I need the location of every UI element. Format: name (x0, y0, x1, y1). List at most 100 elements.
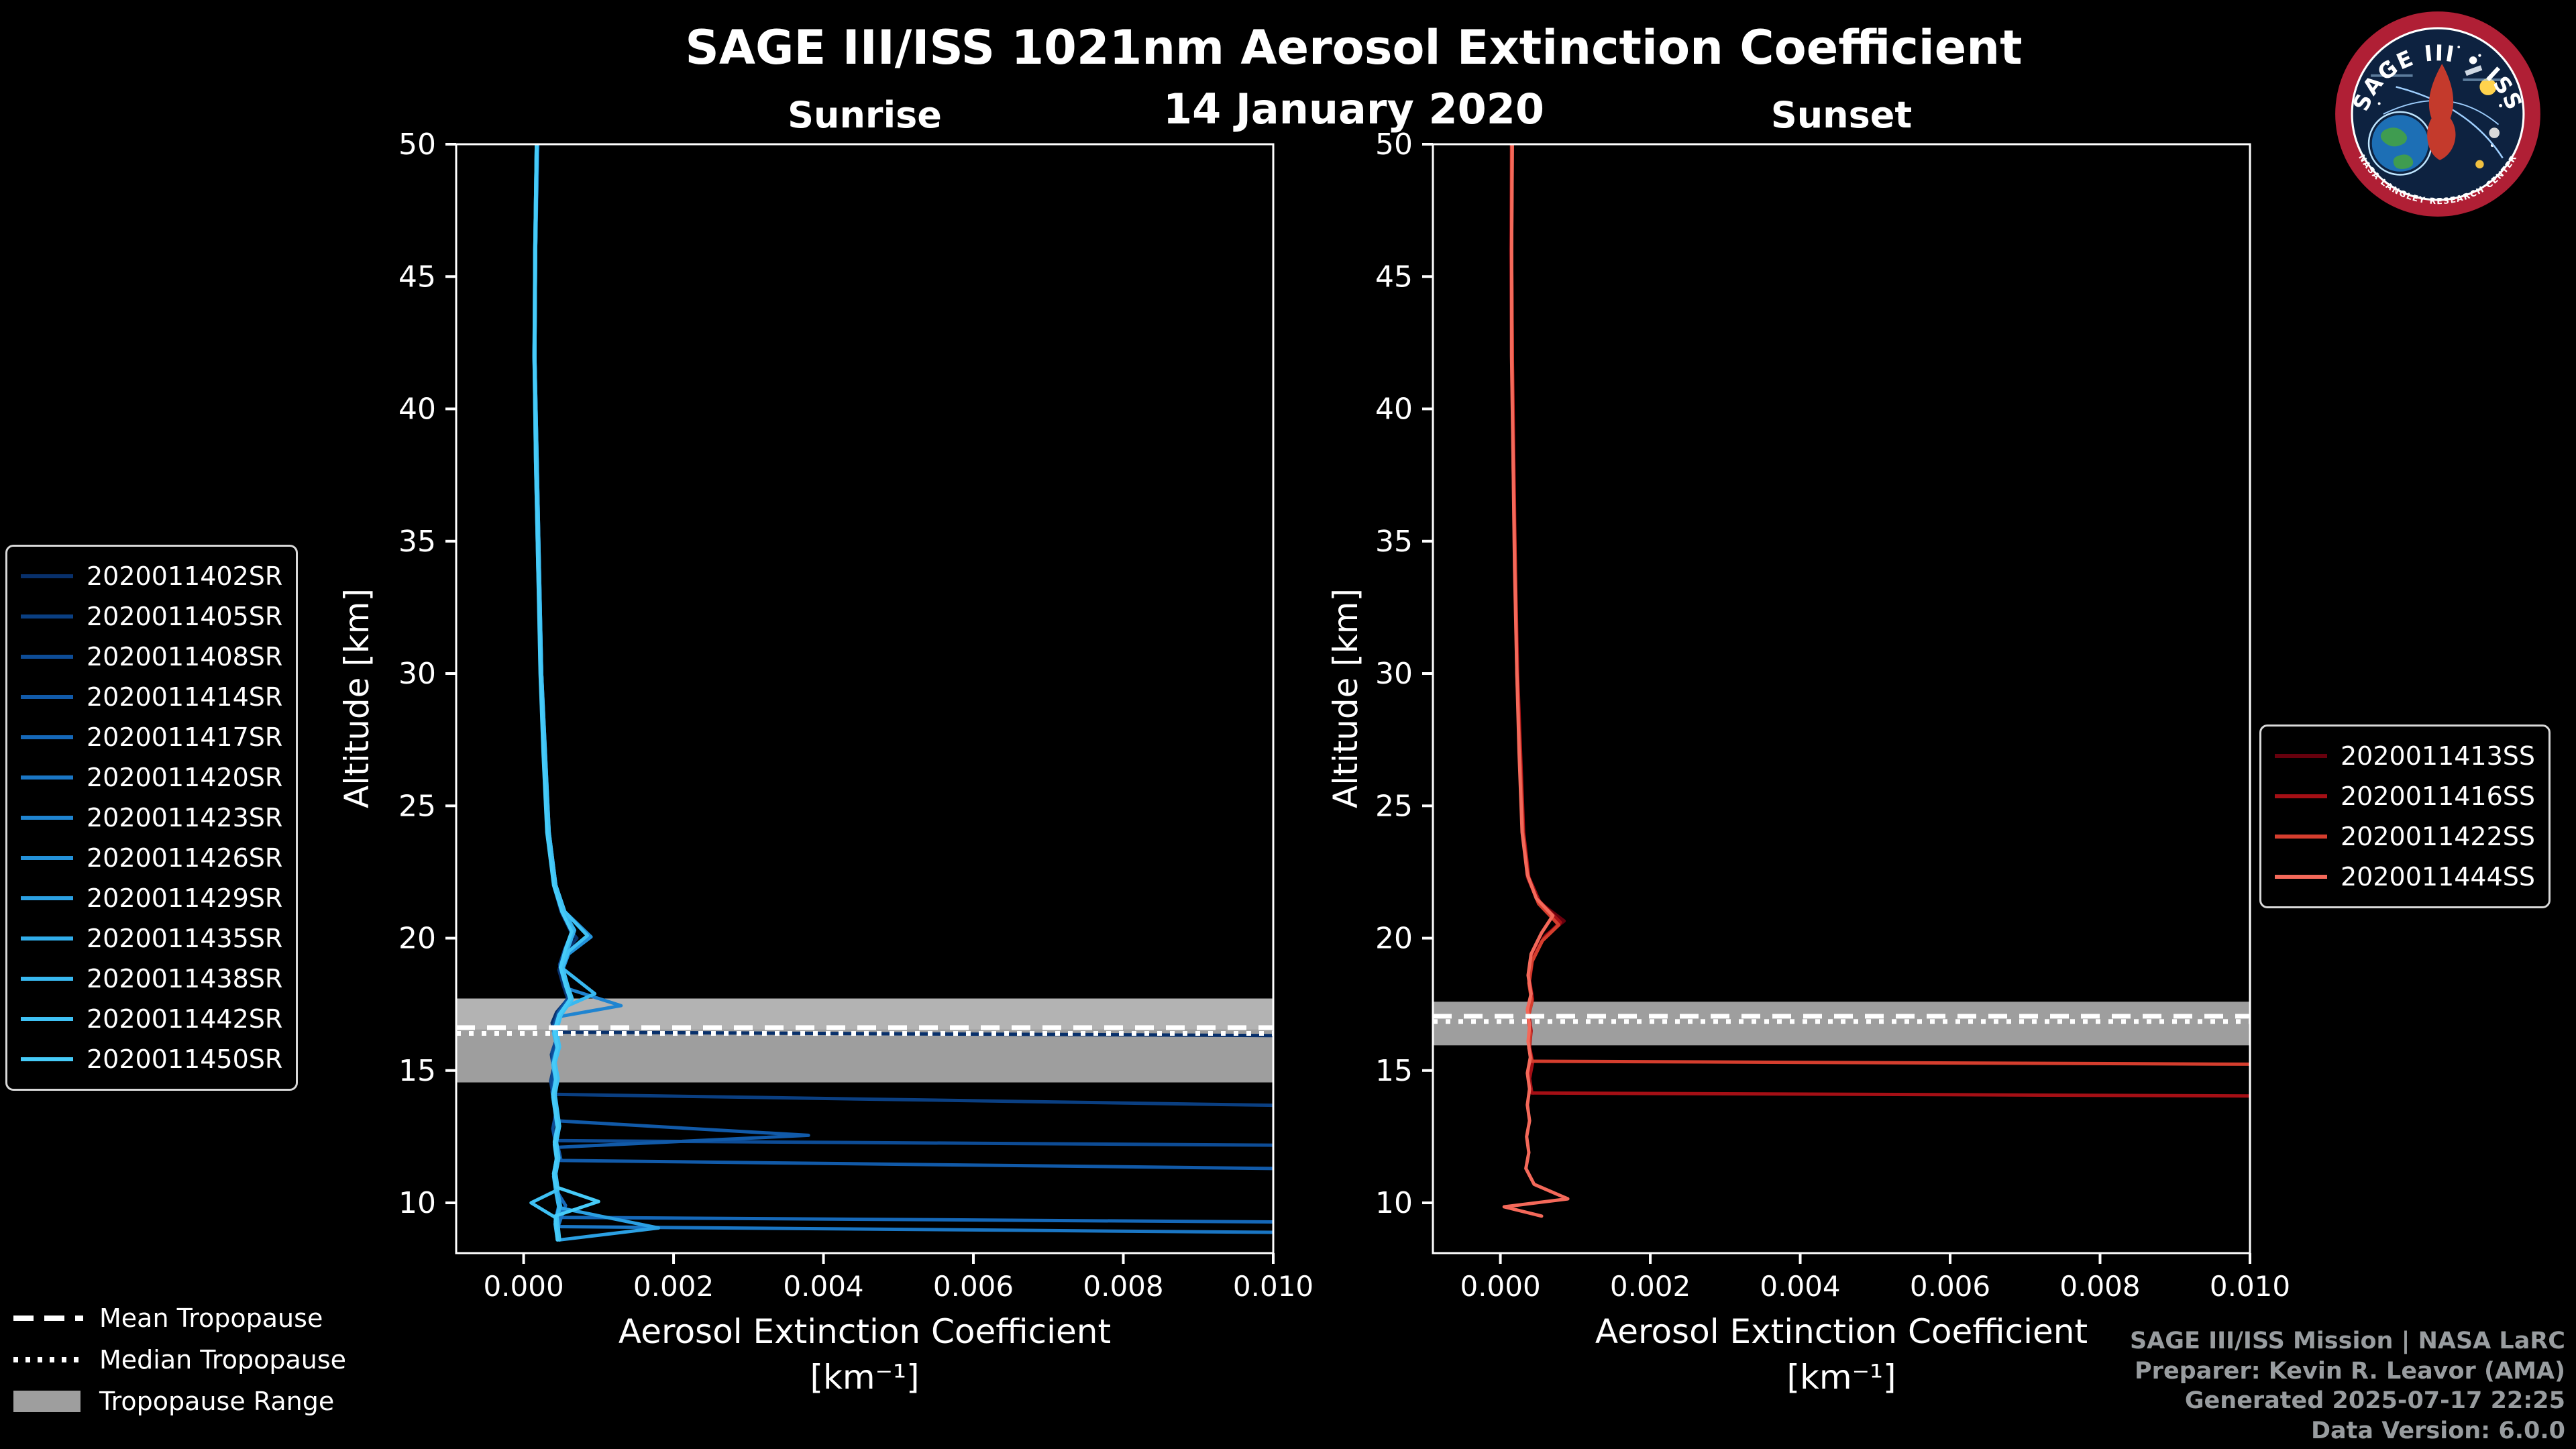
legend-item-label: 2020011420SR (87, 763, 283, 792)
logo-sun-icon (2479, 78, 2497, 95)
y-tick-label: 50 (1375, 127, 1413, 162)
legend-item-label: 2020011417SR (87, 722, 283, 752)
profile-line-2020011444SS (1502, 144, 1570, 1218)
sunrise-panel-title: Sunrise (788, 94, 942, 136)
legend-item-label: 2020011422SS (2341, 822, 2536, 851)
legend-line-swatch-icon (21, 856, 73, 860)
logo-orbit-line (2396, 86, 2504, 159)
median-tropopause-legend-item: Median Tropopause (13, 1339, 346, 1381)
legend-item: 2020011442SR (21, 999, 282, 1039)
y-tick-label: 35 (398, 525, 436, 559)
y-tick-label: 20 (1375, 922, 1413, 956)
legend-item: 2020011420SR (21, 757, 282, 798)
median-tropopause-label: Median Tropopause (99, 1345, 346, 1375)
x-tick-label: 0.008 (2059, 1270, 2140, 1303)
tropopause-range-band (456, 998, 1273, 1083)
sunset-xaxis-units: [km⁻¹] (1786, 1358, 1896, 1397)
sage-iii-iss-logo: SAGE III • ISS NASA LANGLEY RESEARCH CEN… (2333, 9, 2542, 219)
x-tick-label: 0.010 (1233, 1270, 1313, 1303)
y-tick-label: 10 (398, 1186, 436, 1220)
legend-item-label: 2020011435SR (87, 924, 283, 953)
sunrise-legend: 2020011402SR 2020011405SR 2020011408SR 2020… (5, 545, 299, 1091)
tropopause-range-band-dense (456, 998, 1273, 1030)
legend-line-swatch-icon (2275, 794, 2327, 798)
legend-line-swatch-icon (21, 816, 73, 820)
sunrise-xaxis-units: [km⁻¹] (810, 1358, 920, 1397)
legend-line-swatch-icon (21, 574, 73, 578)
y-tick-label: 15 (398, 1054, 436, 1088)
credit-generated: Generated 2025-07-17 22:25 (2184, 1387, 2565, 1415)
y-tick-label: 25 (1375, 789, 1413, 823)
credit-preparer: Preparer: Kevin R. Leavor (AMA) (2135, 1357, 2565, 1385)
profile-line-2020011413SS (1509, 144, 1566, 1044)
sunrise-yaxis-label: Altitude [km] (337, 588, 376, 808)
credits-block: SAGE III/ISS Mission | NASA LaRC Prepare… (2130, 1326, 2565, 1446)
legend-item-label: 2020011429SR (87, 883, 283, 913)
y-tick-label: 30 (398, 657, 436, 691)
credit-data-version: Data Version: 6.0.0 (2310, 1417, 2565, 1445)
y-tick-label: 35 (1375, 525, 1413, 559)
profile-line-2020011405SR (533, 144, 1273, 1108)
x-tick-label: 0.002 (633, 1270, 714, 1303)
tropopause-range-swatch-icon (13, 1389, 83, 1413)
legend-line-swatch-icon (2275, 875, 2327, 879)
x-tick-label: 0.006 (1910, 1270, 1990, 1303)
legend-line-swatch-icon (21, 614, 73, 619)
x-tick-label: 0.004 (783, 1270, 863, 1303)
legend-item-label: 2020011402SR (87, 561, 283, 591)
profile-line-2020011450SR (532, 144, 600, 1242)
y-tick-label: 45 (398, 260, 436, 294)
x-tick-label: 0.010 (2210, 1270, 2290, 1303)
legend-item: 2020011408SR (21, 637, 282, 677)
mean-tropopause-label: Mean Tropopause (99, 1303, 323, 1333)
y-tick-label: 15 (1375, 1054, 1413, 1088)
logo-moon-icon (2489, 127, 2500, 138)
legend-line-swatch-icon (21, 896, 73, 900)
y-tick-label: 45 (1375, 260, 1413, 294)
legend-item-label: 2020011426SR (87, 843, 283, 873)
logo-figure (2427, 64, 2456, 160)
legend-line-swatch-icon (21, 936, 73, 941)
legend-item: 2020011450SR (21, 1039, 282, 1079)
legend-line-swatch-icon (21, 655, 73, 659)
logo-badge-icon: SAGE III • ISS NASA LANGLEY RESEARCH CEN… (2335, 11, 2540, 217)
legend-line-swatch-icon (21, 735, 73, 739)
legend-line-swatch-icon (21, 775, 73, 780)
y-tick-label: 20 (398, 922, 436, 956)
sunrise-plot-area (456, 144, 1273, 1242)
profile-line-2020011416SS (1509, 144, 2250, 1098)
legend-item: 2020011417SR (21, 717, 282, 757)
legend-item-label: 2020011442SR (87, 1004, 283, 1034)
legend-item: 2020011429SR (21, 878, 282, 918)
legend-item: 2020011438SR (21, 959, 282, 999)
axes-frame (1432, 143, 2251, 1254)
sunset-yaxis-label: Altitude [km] (1326, 588, 1365, 808)
legend-item-label: 2020011423SR (87, 803, 283, 833)
profile-line-2020011402SR (532, 144, 1273, 1038)
legend-item-label: 2020011414SR (87, 682, 283, 712)
y-tick-label: 30 (1375, 657, 1413, 691)
legend-line-swatch-icon (21, 1017, 73, 1021)
x-tick-label: 0.000 (1460, 1270, 1540, 1303)
sunset-panel-title: Sunset (1770, 94, 1913, 136)
tropopause-range-legend-item: Tropopause Range (13, 1381, 346, 1422)
y-tick-label: 40 (1375, 392, 1413, 427)
legend-line-swatch-icon (21, 1057, 73, 1061)
legend-item-label: 2020011405SR (87, 602, 283, 631)
y-tick-label: 50 (398, 127, 436, 162)
legend-item: 2020011413SS (2275, 736, 2535, 776)
axes-frame (455, 143, 1275, 1254)
legend-item: 2020011423SR (21, 798, 282, 838)
credit-mission: SAGE III/ISS Mission | NASA LaRC (2129, 1327, 2565, 1354)
legend-line-swatch-icon (2275, 835, 2327, 839)
legend-item: 2020011422SS (2275, 816, 2535, 857)
y-tick-label: 25 (398, 789, 436, 823)
logo-planet-icon (2475, 160, 2484, 169)
tropopause-range-label: Tropopause Range (99, 1387, 335, 1416)
legend-item: 2020011435SR (21, 918, 282, 959)
y-tick-label: 10 (1375, 1186, 1413, 1220)
main-title: SAGE III/ISS 1021nm Aerosol Extinction C… (685, 20, 2023, 75)
sunset-xaxis-label: Aerosol Extinction Coefficient (1595, 1312, 2088, 1351)
mean-tropopause-legend-item: Mean Tropopause (13, 1297, 346, 1339)
